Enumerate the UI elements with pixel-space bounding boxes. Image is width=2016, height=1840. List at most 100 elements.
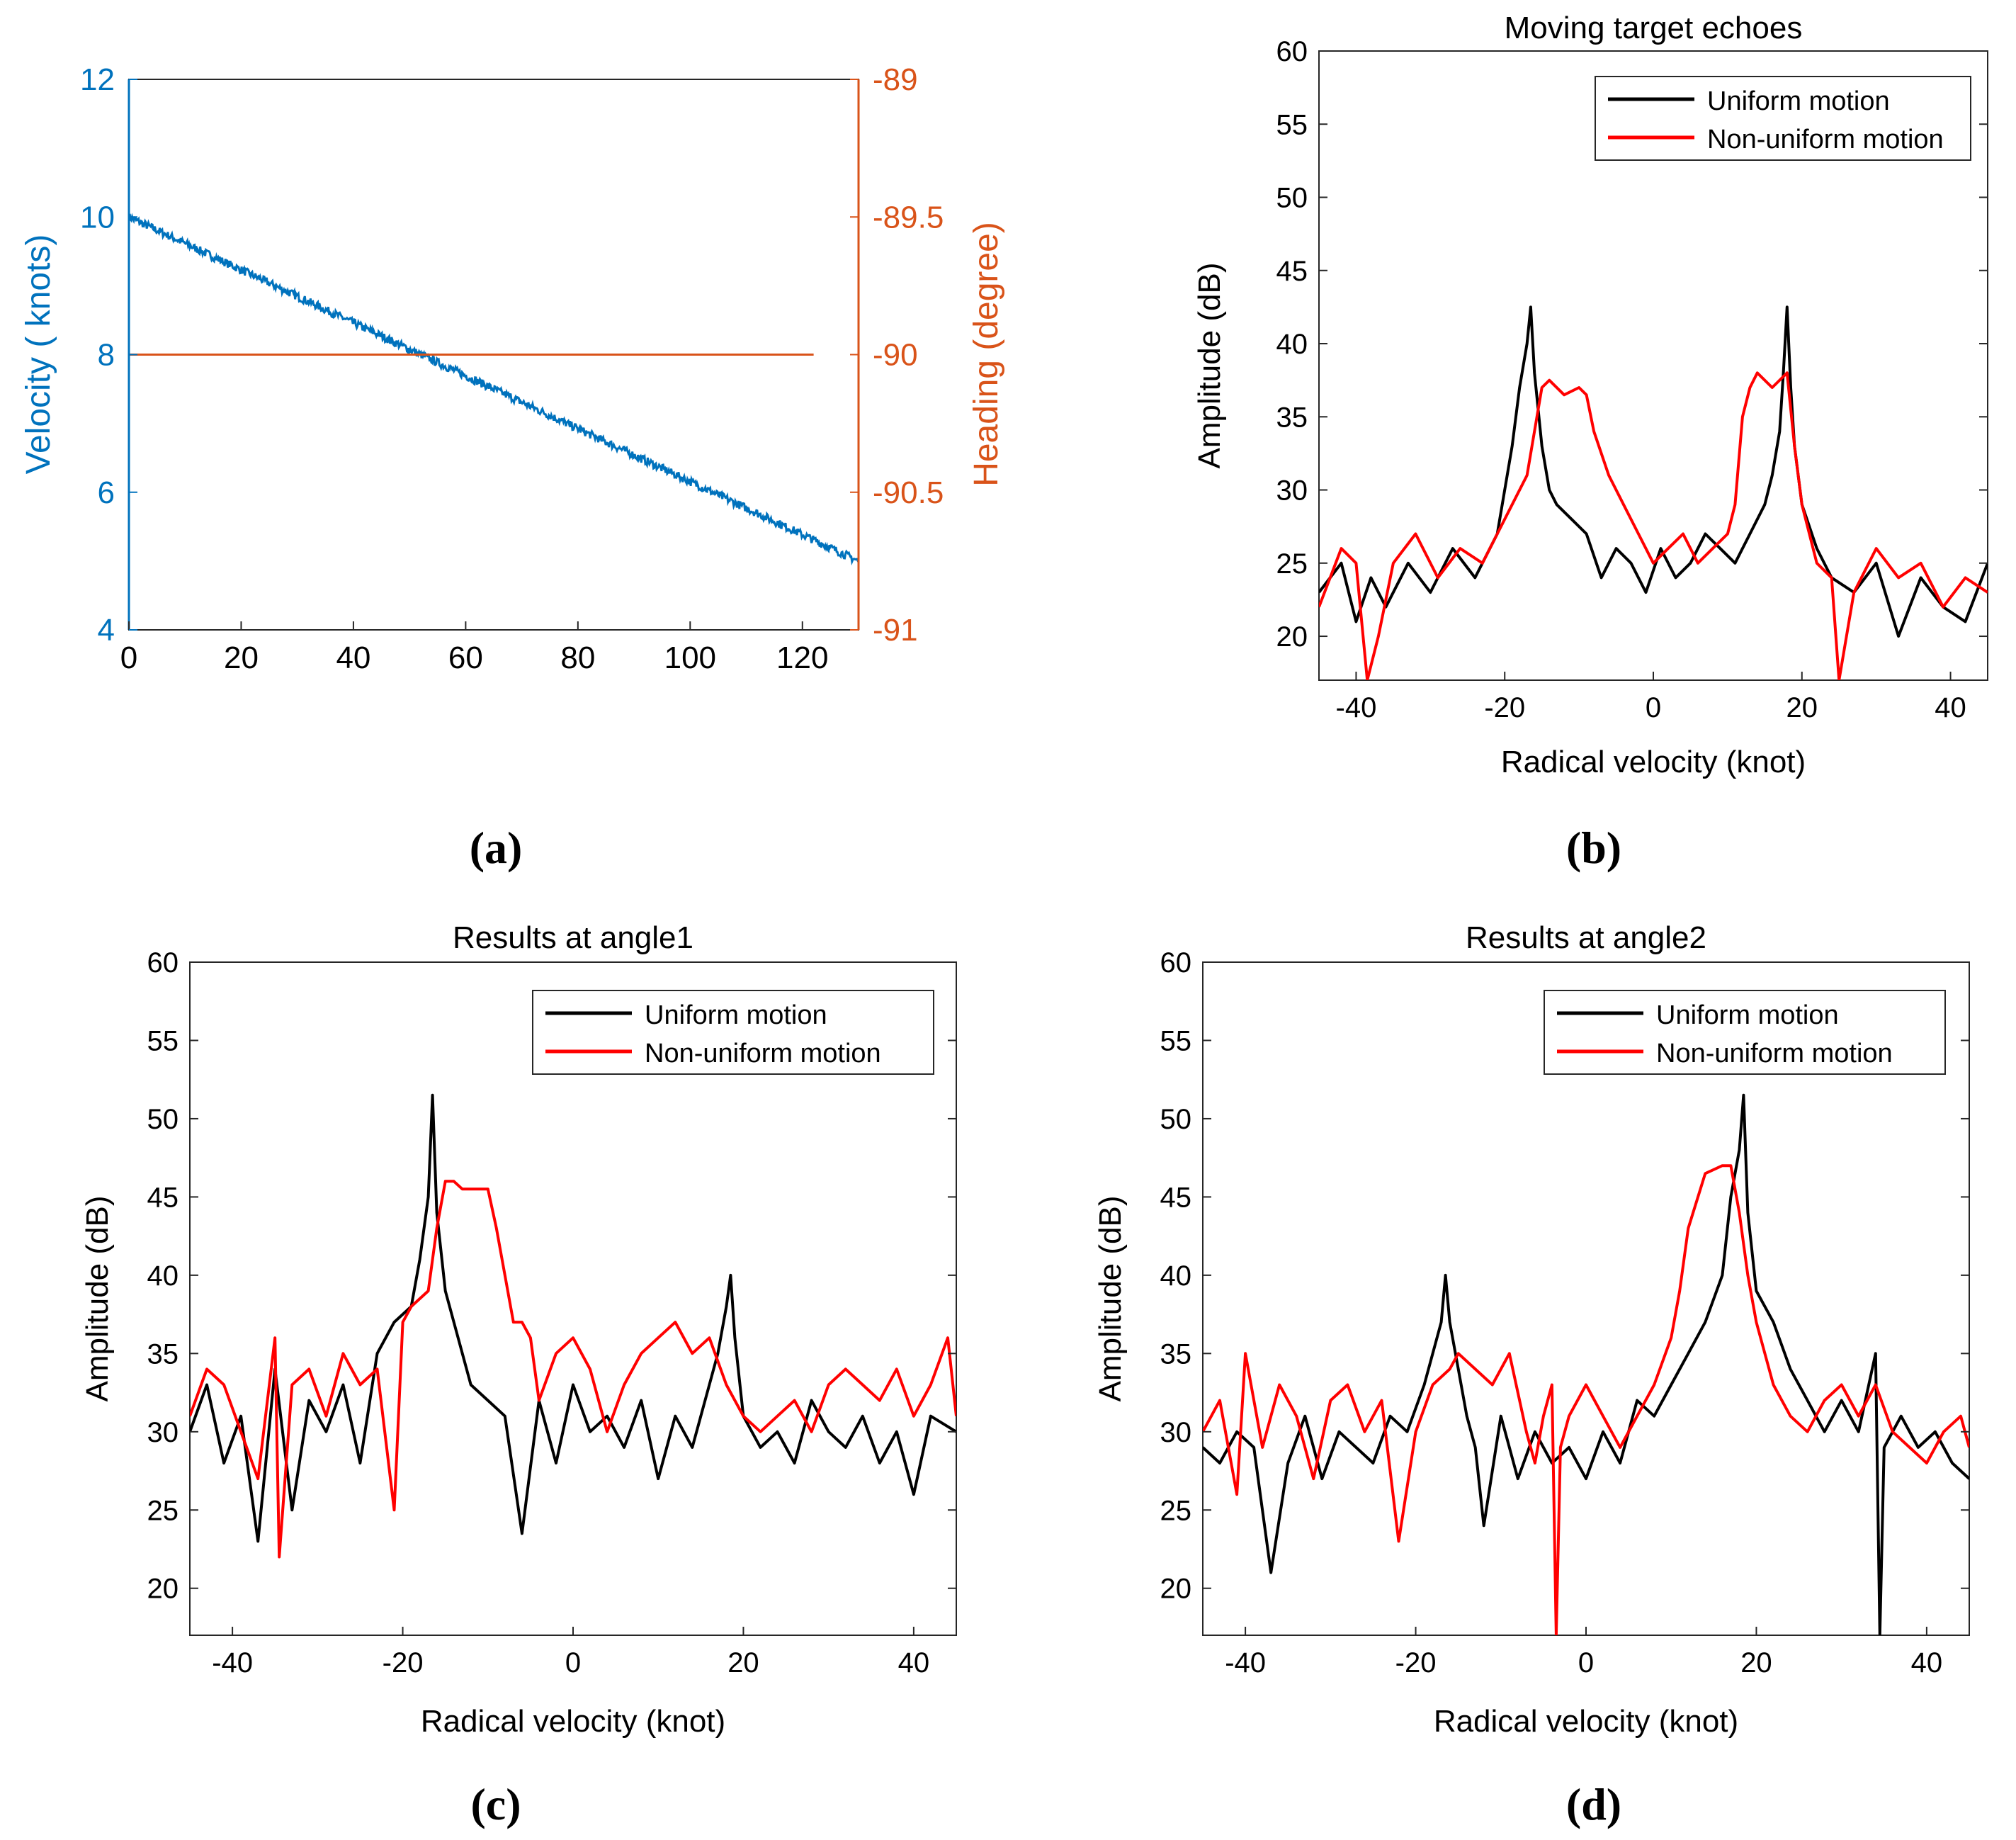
- panel-c-y-tick-label: 45: [147, 1182, 179, 1213]
- panel-d-y-tick-label: 50: [1160, 1104, 1192, 1135]
- panel-d-y-tick-label: 40: [1160, 1260, 1192, 1292]
- panel-c-x-axis-label: Radical velocity (knot): [421, 1704, 725, 1739]
- panel-b-legend-uniform-label: Uniform motion: [1707, 86, 1890, 116]
- panel-a-right-tick-label: -90: [873, 338, 918, 373]
- panel-b-y-tick-label: 35: [1276, 402, 1308, 433]
- panel-b-legend-nonuniform-label: Non-uniform motion: [1707, 125, 1944, 154]
- panel-c-legend-nonuniform-label: Non-uniform motion: [645, 1039, 881, 1068]
- panel-b-label: (b): [1566, 823, 1621, 873]
- panel-a-label: (a): [470, 823, 523, 873]
- panel-a-right-tick-label: -89.5: [873, 200, 944, 235]
- panel-a-left-tick-label: 10: [80, 200, 115, 235]
- panel-c-y-tick-label: 35: [147, 1338, 179, 1370]
- panel-a-right-tick-label: -91: [873, 613, 918, 648]
- panel-a-left-ticks: 4 6 8 10 12: [80, 62, 137, 648]
- panel-a-x-tick-label: 60: [448, 640, 483, 675]
- panel-b-x-tick-label: 40: [1935, 692, 1966, 723]
- panel-b-uniform-motion-line: [1319, 305, 1988, 638]
- panel-a-left-tick-label: 8: [98, 338, 115, 373]
- panel-d-label: (d): [1566, 1779, 1621, 1829]
- panel-c-y-tick-label: 50: [147, 1104, 179, 1135]
- panel-d-series: [1203, 1093, 1969, 1635]
- panel-a-right-tick-label: -90.5: [873, 475, 944, 510]
- panel-b-chart: -40 -20 0 20 40 20 25 30 35 40 45 50 55 60 Moving ta…: [1192, 11, 1988, 873]
- panel-d-uniform-motion-line: [1203, 1093, 1969, 1635]
- panel-a-x-ticks: 0 20 40 60 80 100 120: [120, 621, 828, 675]
- panel-d-x-tick-label: -40: [1225, 1647, 1266, 1678]
- panel-c-x-tick-label: 40: [898, 1647, 930, 1678]
- panel-d-y-axis-label: Amplitude (dB): [1093, 1195, 1128, 1401]
- panel-c-title: Results at angle1: [453, 920, 693, 955]
- panel-b-legend-box: [1595, 76, 1971, 161]
- panel-b-y-tick-label: 55: [1276, 109, 1308, 140]
- panel-d-y-tick-label: 60: [1160, 947, 1192, 978]
- panel-c-y-tick-label: 30: [147, 1417, 179, 1448]
- panel-d-x-tick-label: 20: [1740, 1647, 1772, 1678]
- panel-c-y-tick-label: 55: [147, 1025, 179, 1056]
- panel-b-y-tick-label: 60: [1276, 36, 1308, 67]
- panel-b-legend: Uniform motion Non-uniform motion: [1595, 76, 1971, 161]
- panel-d-x-tick-label: -20: [1395, 1647, 1437, 1678]
- panel-a-x-tick-label: 120: [776, 640, 828, 675]
- panel-a-right-tick-label: -89: [873, 62, 918, 97]
- panel-c-y-axis-label: Amplitude (dB): [80, 1195, 115, 1401]
- panel-d-legend-nonuniform-label: Non-uniform motion: [1656, 1039, 1893, 1068]
- panel-d-y-tick-label: 20: [1160, 1574, 1192, 1605]
- panel-c-legend: Uniform motion Non-uniform motion: [532, 990, 934, 1075]
- panel-c-x-tick-label: -20: [383, 1647, 424, 1678]
- panel-c-series: [190, 1093, 956, 1559]
- panel-a-right-ticks: -91 -90.5 -90 -89.5 -89: [850, 62, 944, 648]
- panel-b-y-axis-label: Amplitude (dB): [1192, 262, 1227, 468]
- panel-c-nonuniform-motion-line: [190, 1180, 956, 1559]
- panel-d-y-tick-label: 45: [1160, 1182, 1192, 1213]
- panel-a-left-tick-label: 4: [98, 613, 115, 648]
- panel-a-x-tick-label: 20: [224, 640, 259, 675]
- panel-d-x-tick-label: 0: [1578, 1647, 1594, 1678]
- panel-d-y-tick-label: 35: [1160, 1338, 1192, 1370]
- panel-d-x-tick-label: 40: [1911, 1647, 1943, 1678]
- panel-c-x-tick-label: 20: [727, 1647, 759, 1678]
- panel-a-right-axis-label: Heading (degree): [968, 222, 1005, 487]
- panel-d-title: Results at angle2: [1466, 920, 1706, 955]
- panel-b-y-tick-label: 25: [1276, 548, 1308, 580]
- panel-c-legend-uniform-label: Uniform motion: [645, 1000, 827, 1030]
- panel-d-x-axis-label: Radical velocity (knot): [1434, 1704, 1738, 1739]
- panel-d-y-tick-label: 30: [1160, 1417, 1192, 1448]
- panel-d-nonuniform-motion-line: [1203, 1164, 1969, 1635]
- panel-b-x-tick-label: 20: [1786, 692, 1818, 723]
- panel-b-x-ticks: -40 -20 0 20 40: [1336, 672, 1966, 723]
- panel-c-y-tick-label: 25: [147, 1495, 179, 1526]
- panel-c-y-tick-label: 40: [147, 1260, 179, 1292]
- panel-a-left-axis-label: Velocity ( knots): [20, 235, 57, 475]
- panel-a-chart: 0 20 40 60 80 100 120 4 6 8 10 12 -91 -90.5 -90 -89.5…: [20, 62, 1005, 873]
- panel-d-x-ticks: -40 -20 0 20 40: [1225, 1627, 1942, 1678]
- panel-c-x-ticks: -40 -20 0 20 40: [212, 1627, 929, 1678]
- panel-b-nonuniform-motion-line: [1319, 371, 1988, 680]
- panel-c-x-tick-label: -40: [212, 1647, 253, 1678]
- panel-a-x-tick-label: 100: [664, 640, 716, 675]
- panel-a-left-tick-label: 12: [80, 62, 115, 97]
- panel-c-y-ticks: 20 25 30 35 40 45 50 55 60: [147, 947, 956, 1605]
- panel-b-y-tick-label: 45: [1276, 256, 1308, 287]
- panel-c-chart: -40 -20 0 20 40 20 25 30 35 40 45 50 55 60 Results a…: [80, 920, 957, 1829]
- panel-c-y-tick-label: 20: [147, 1574, 179, 1605]
- panel-a-left-tick-label: 6: [98, 475, 115, 510]
- panel-c-uniform-motion-line: [190, 1093, 956, 1543]
- panel-b-x-axis-label: Radical velocity (knot): [1501, 745, 1806, 779]
- panel-a-velocity-line: [128, 213, 860, 566]
- panel-b-x-tick-label: -20: [1484, 692, 1525, 723]
- panel-b-y-tick-label: 20: [1276, 621, 1308, 653]
- panel-a-x-tick-label: 80: [560, 640, 595, 675]
- panel-a-x-tick-label: 40: [336, 640, 370, 675]
- panel-b-x-tick-label: 0: [1646, 692, 1661, 723]
- panel-d-y-tick-label: 55: [1160, 1025, 1192, 1056]
- panel-b-y-tick-label: 50: [1276, 183, 1308, 214]
- panel-c-legend-box: [532, 990, 934, 1075]
- panel-d-legend-box: [1544, 990, 1946, 1075]
- panel-d-legend: Uniform motion Non-uniform motion: [1544, 990, 1946, 1075]
- panel-c-x-tick-label: 0: [565, 1647, 581, 1678]
- panel-c-y-tick-label: 60: [147, 947, 179, 978]
- panel-d-y-ticks: 20 25 30 35 40 45 50 55 60: [1160, 947, 1969, 1605]
- panel-a-series: [128, 213, 860, 566]
